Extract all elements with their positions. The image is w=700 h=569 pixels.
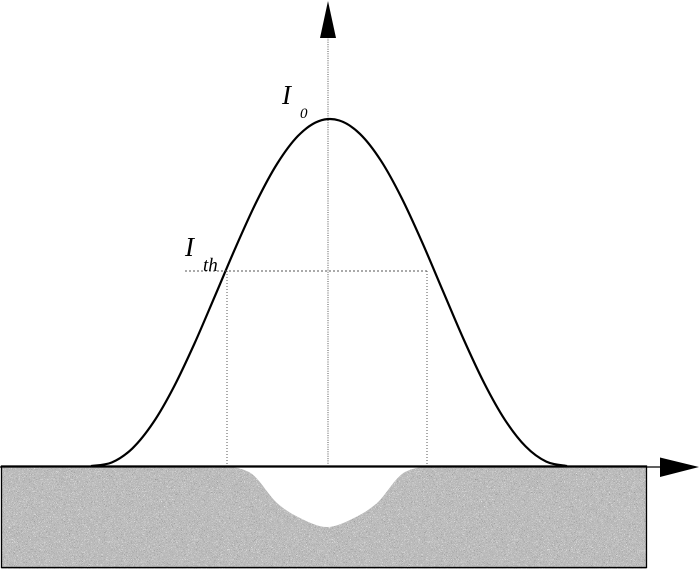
svg-text:0: 0 [300, 106, 308, 122]
svg-text:th: th [203, 255, 218, 276]
svg-text:I: I [281, 80, 293, 110]
svg-text:I: I [184, 232, 196, 262]
